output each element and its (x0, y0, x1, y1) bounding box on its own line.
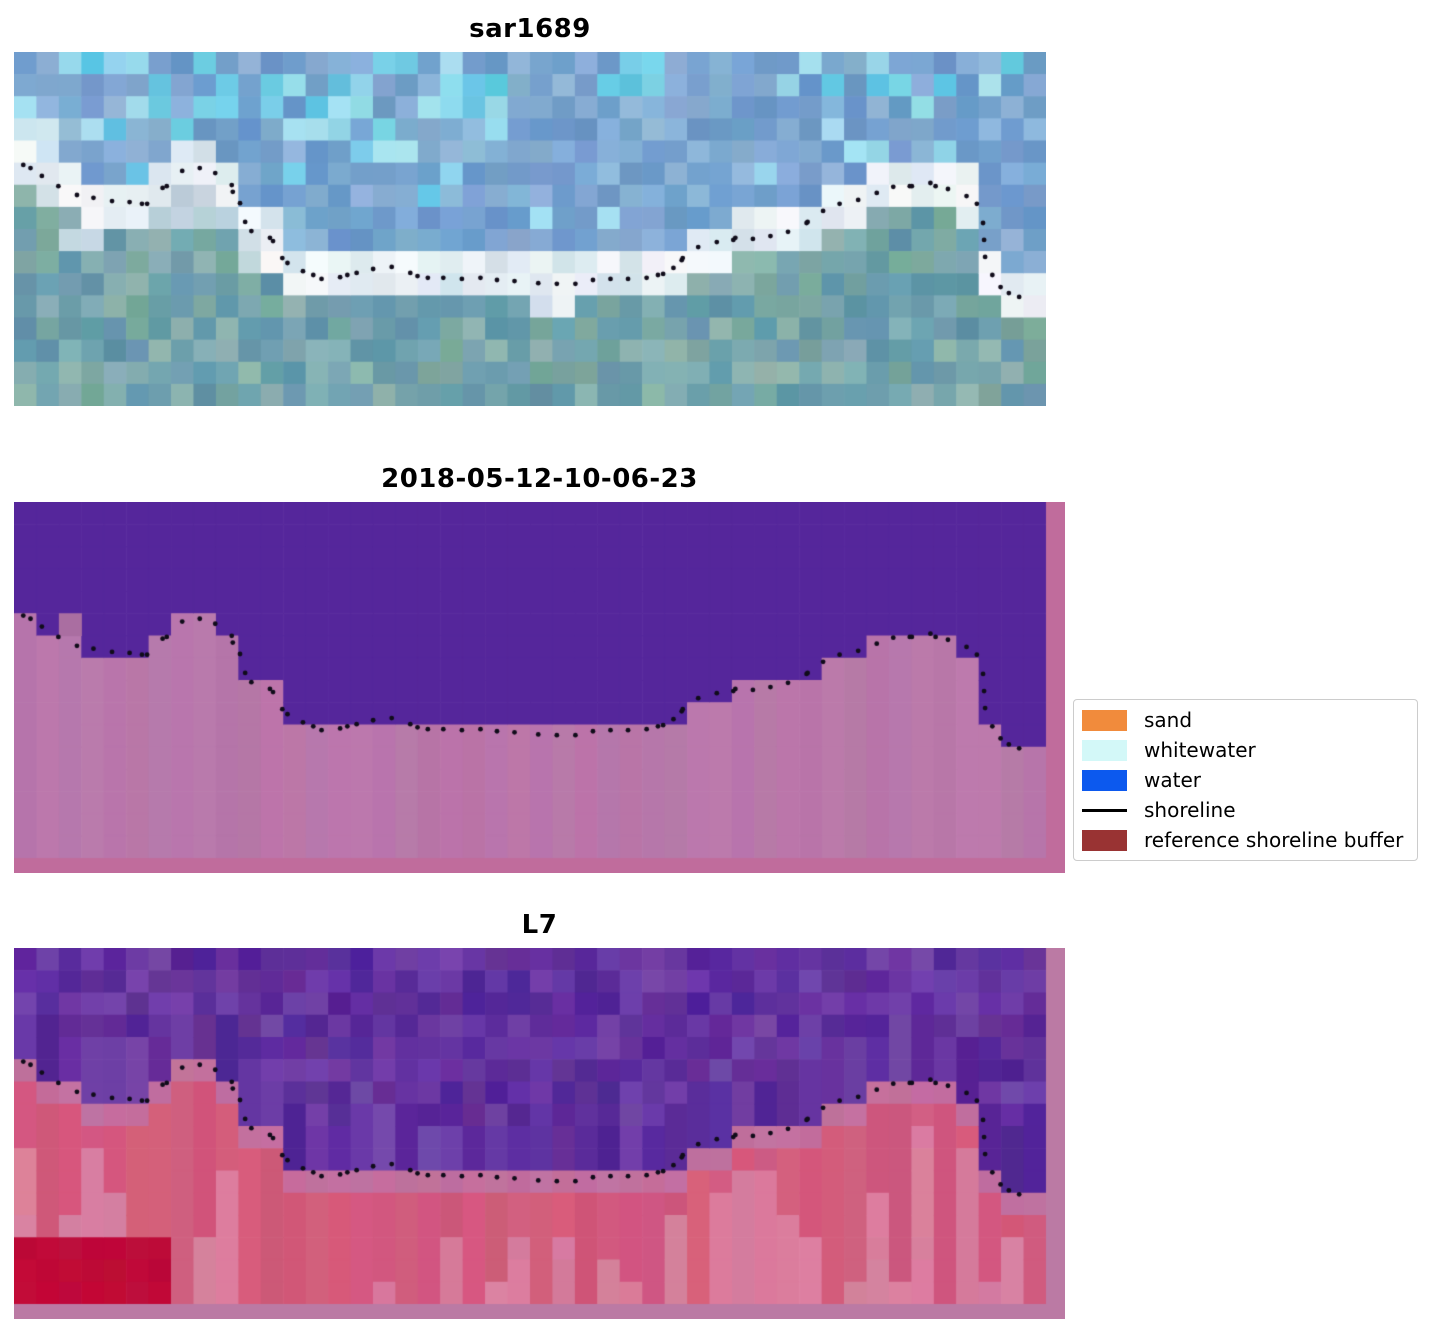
panel-title-l7: L7 (521, 910, 558, 940)
legend-label-reference-buffer: reference shoreline buffer (1144, 828, 1404, 852)
sand-swatch-icon (1082, 709, 1127, 731)
panel-classified: 2018-05-12-10-06-23 (14, 456, 1065, 873)
panel-title-date: 2018-05-12-10-06-23 (381, 464, 698, 494)
legend-item-water: water (1082, 765, 1403, 795)
shoreline-line-icon (1082, 808, 1127, 812)
legend-item-whitewater: whitewater (1082, 735, 1403, 765)
panel-title-sar1689: sar1689 (469, 14, 591, 44)
legend: sand whitewater water shoreline referenc… (1073, 699, 1419, 861)
l7-image (14, 948, 1065, 1319)
classified-image (14, 502, 1065, 873)
reference-buffer-swatch-icon (1082, 829, 1127, 851)
legend-item-reference-buffer: reference shoreline buffer (1082, 825, 1403, 855)
panel-sar1689: sar1689 (14, 6, 1046, 406)
panel-l7: L7 (14, 902, 1065, 1319)
legend-item-sand: sand (1082, 705, 1403, 735)
legend-label-whitewater: whitewater (1144, 738, 1256, 762)
legend-label-shoreline: shoreline (1144, 798, 1236, 822)
whitewater-swatch-icon (1082, 739, 1127, 761)
legend-label-water: water (1144, 768, 1201, 792)
legend-item-shoreline: shoreline (1082, 795, 1403, 825)
legend-label-sand: sand (1144, 708, 1193, 732)
water-swatch-icon (1082, 769, 1127, 791)
sar1689-satellite-image (14, 52, 1046, 406)
